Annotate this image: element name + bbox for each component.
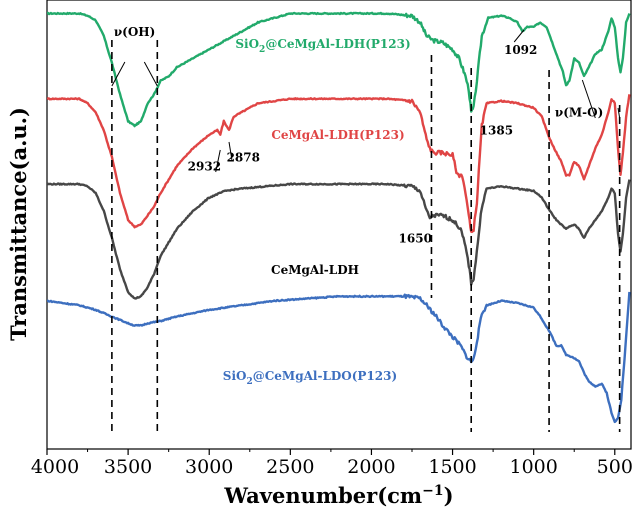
y-axis-title: Transmittance(a.u.) <box>6 107 31 341</box>
series-label-1: SiO2@CeMgAl-LDH(P123) <box>235 37 410 55</box>
series-line-2 <box>47 94 631 234</box>
x-axis-title: Wavenumber(cm−1) <box>223 483 453 507</box>
annotation-4: 1650 <box>399 231 432 245</box>
series-label-3: CeMgAl-LDH <box>271 263 359 277</box>
series-line-3 <box>47 179 631 300</box>
annotation-2: 2932 <box>188 160 221 174</box>
annotation-6: 1092 <box>504 43 537 57</box>
x-tick-label-2: 3500 <box>104 456 152 478</box>
annotation-1: ν(OH) <box>114 25 155 39</box>
annotation-5: 1385 <box>480 124 513 138</box>
x-tick-label-8: 500 <box>597 456 633 478</box>
x-tick-label-1: 4000 <box>31 456 79 478</box>
annotation-arrow-5 <box>513 29 525 43</box>
x-tick-label-4: 2500 <box>266 456 314 478</box>
x-tick-label-6: 1500 <box>428 456 476 478</box>
plot-frame <box>46 0 632 450</box>
series-label-2: CeMgAl-LDH(P123) <box>271 128 404 142</box>
annotation-arrow-6 <box>581 79 596 119</box>
x-tick-label-3: 3000 <box>185 456 233 478</box>
annotation-arrow-4 <box>228 141 233 161</box>
annotation-arrow-2 <box>143 61 158 87</box>
x-tick-label-7: 1000 <box>509 456 557 478</box>
annotation-7: ν(M-O) <box>555 106 603 120</box>
series-line-4 <box>47 291 631 424</box>
x-tick-label-5: 2000 <box>347 456 395 478</box>
annotation-arrow-3 <box>215 149 221 173</box>
annotation-arrow-7 <box>617 107 621 119</box>
annotation-3: 2878 <box>227 151 260 165</box>
annotation-arrow-1 <box>111 61 126 87</box>
series-label-4: SiO2@CeMgAl-LDO(P123) <box>223 369 397 387</box>
series-line-1 <box>47 11 631 128</box>
